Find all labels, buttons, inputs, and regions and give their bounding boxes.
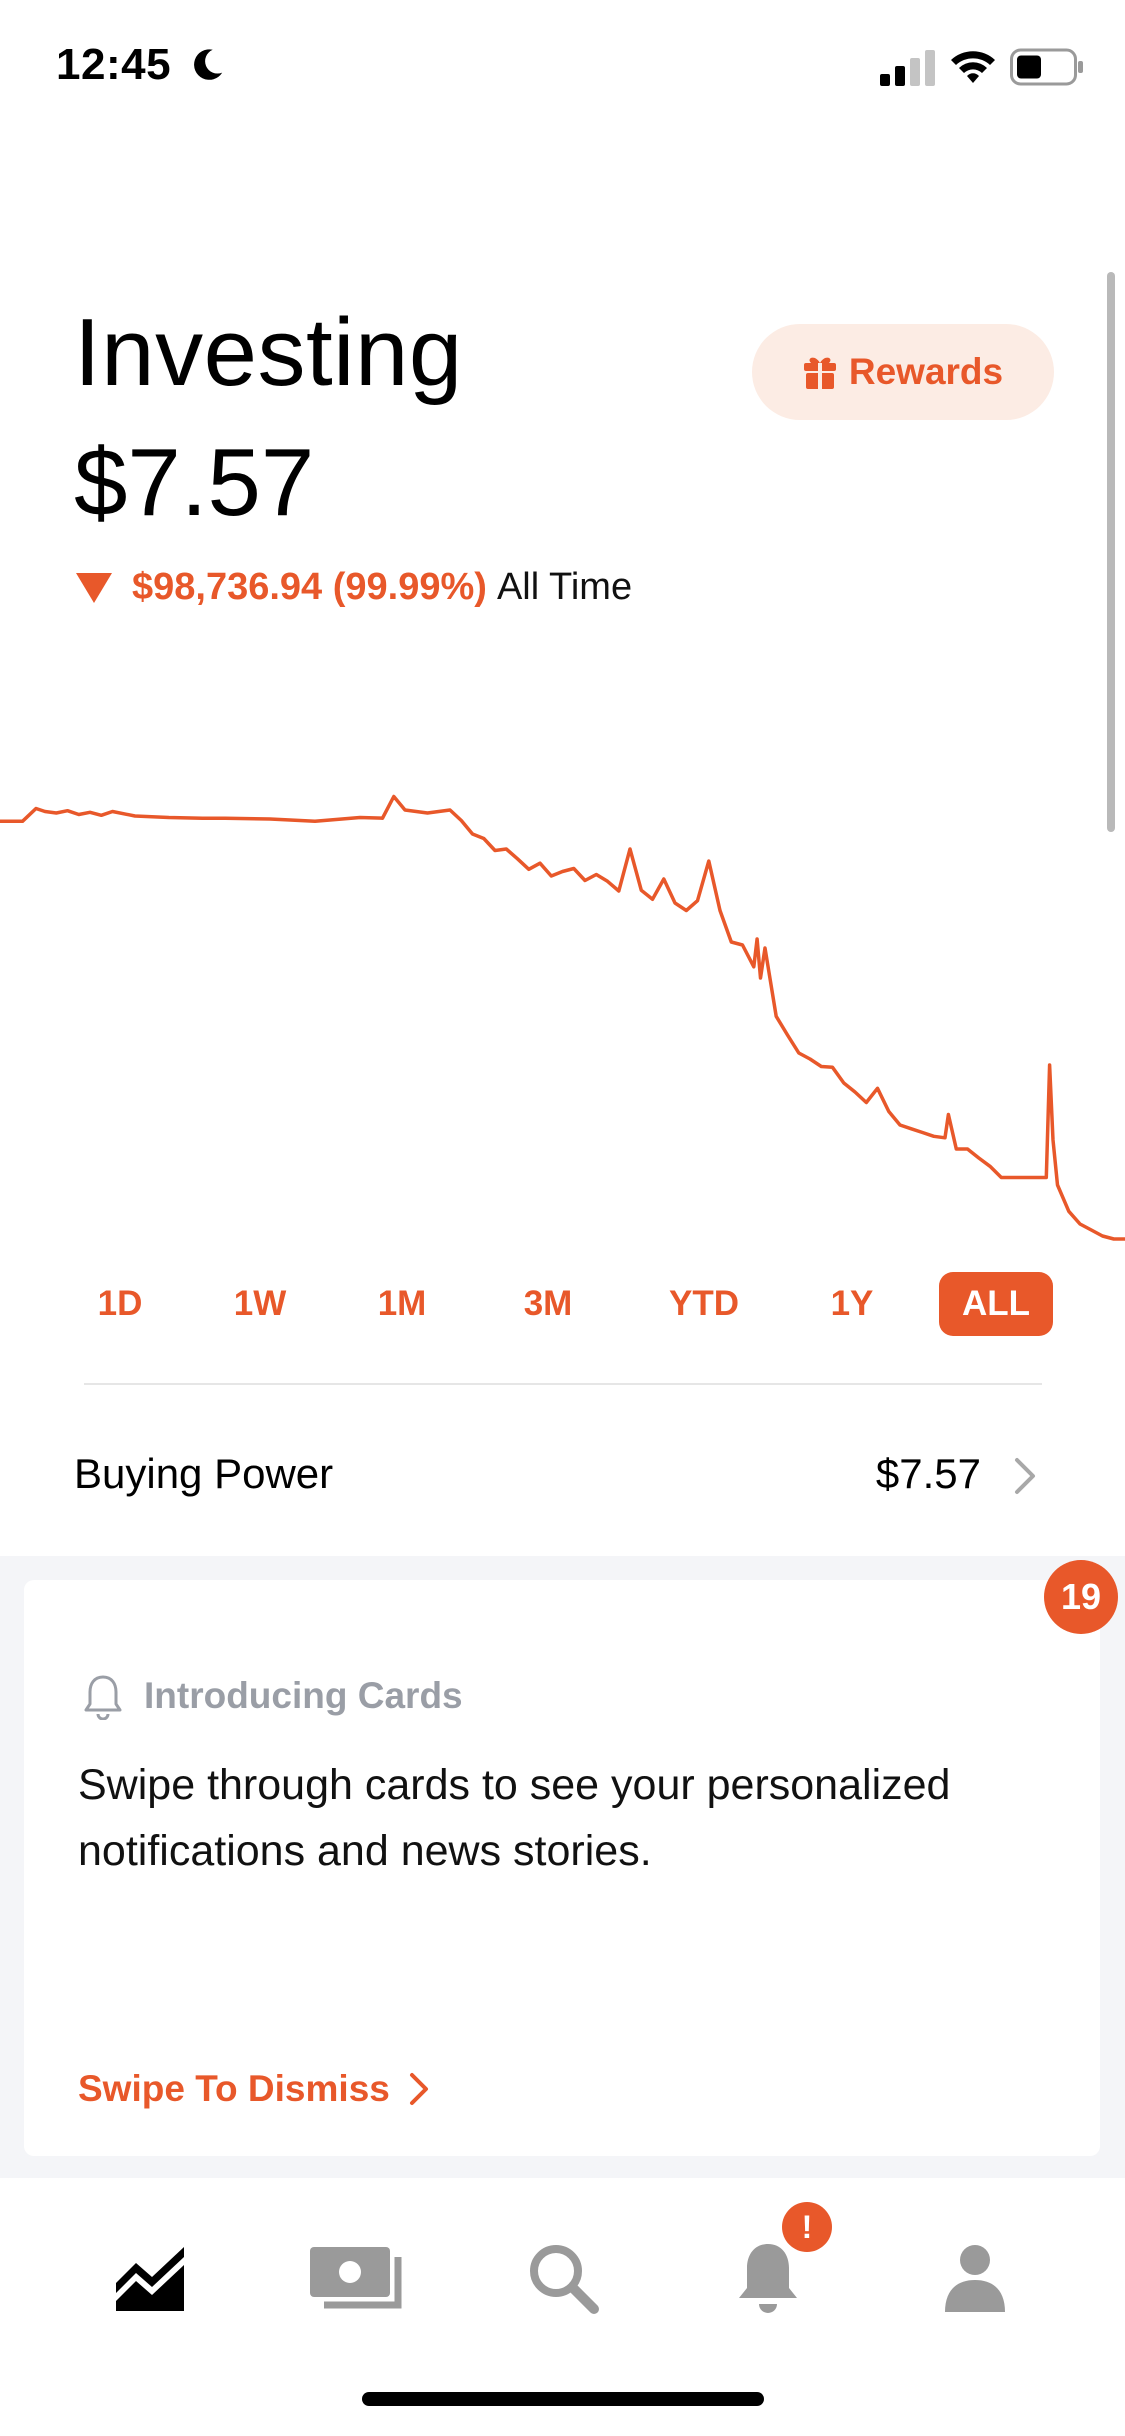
- status-bar: 12:45: [0, 0, 1125, 140]
- portfolio-value: $7.57: [74, 429, 315, 536]
- home-indicator: [362, 2392, 764, 2406]
- card-body: Swipe through cards to see your personal…: [78, 1761, 951, 1875]
- tab-cash[interactable]: [308, 2228, 408, 2328]
- gift-icon: [803, 357, 836, 390]
- status-time: 12:45: [56, 40, 172, 89]
- performance-change: $98,736.94 (99.99%) All Time: [76, 566, 632, 609]
- intro-card[interactable]: Introducing Cards Swipe through cards to…: [24, 1580, 1100, 2156]
- card-header: Introducing Cards: [82, 1672, 463, 1720]
- range-tab-1d[interactable]: 1D: [97, 1284, 143, 1323]
- portfolio-chart[interactable]: [0, 780, 1125, 1260]
- tab-notifications[interactable]: [718, 2228, 818, 2328]
- bell-icon: [739, 2244, 797, 2313]
- triangle-down-icon: [76, 572, 112, 603]
- card-header-label: Introducing Cards: [144, 1675, 463, 1716]
- battery-icon: [1010, 48, 1083, 86]
- swipe-to-dismiss-button[interactable]: Swipe To Dismiss: [78, 2068, 430, 2110]
- range-tab-1w[interactable]: 1W: [233, 1284, 287, 1323]
- line-chart-icon: [116, 2247, 184, 2311]
- rewards-label: Rewards: [848, 351, 1004, 392]
- signal-icon: [880, 50, 935, 86]
- search-icon: [530, 2245, 599, 2314]
- person-icon: [945, 2245, 1005, 2312]
- range-tab-1y[interactable]: 1Y: [830, 1284, 874, 1323]
- buying-power-row[interactable]: Buying Power $7.57: [0, 1420, 1125, 1530]
- moon-icon: [194, 49, 223, 80]
- cash-icon: [310, 2247, 402, 2309]
- divider: [84, 1383, 1042, 1385]
- range-selector: 1D 1W 1M 3M YTD 1Y ALL: [60, 1272, 1060, 1336]
- tab-search[interactable]: [513, 2228, 613, 2328]
- range-tab-1m[interactable]: 1M: [377, 1284, 427, 1323]
- card-action-label: Swipe To Dismiss: [78, 2068, 390, 2109]
- page-title: Investing: [74, 299, 463, 406]
- tab-account[interactable]: [925, 2228, 1025, 2328]
- scroll-indicator[interactable]: [1107, 272, 1115, 832]
- buying-power-label: Buying Power: [74, 1450, 334, 1497]
- card-count-badge: 19: [1044, 1560, 1118, 1634]
- change-value: $98,736.94 (99.99%): [132, 566, 487, 608]
- range-tab-3m[interactable]: 3M: [523, 1284, 573, 1323]
- bell-outline-icon: [84, 1675, 122, 1720]
- chart-series-line: [0, 794, 1125, 1241]
- cards-area: Introducing Cards Swipe through cards to…: [0, 1556, 1125, 2178]
- chevron-right-icon: [409, 2073, 428, 2105]
- tab-investing[interactable]: [100, 2228, 200, 2328]
- chevron-right-icon: [1015, 1458, 1035, 1494]
- range-tab-ytd[interactable]: YTD: [669, 1284, 739, 1323]
- buying-power-value: $7.57: [875, 1450, 981, 1497]
- wifi-icon: [951, 51, 995, 83]
- change-period: All Time: [496, 566, 633, 608]
- range-tab-all[interactable]: ALL: [939, 1272, 1053, 1336]
- rewards-button[interactable]: Rewards: [752, 324, 1054, 420]
- notification-alert-badge: !: [782, 2202, 832, 2252]
